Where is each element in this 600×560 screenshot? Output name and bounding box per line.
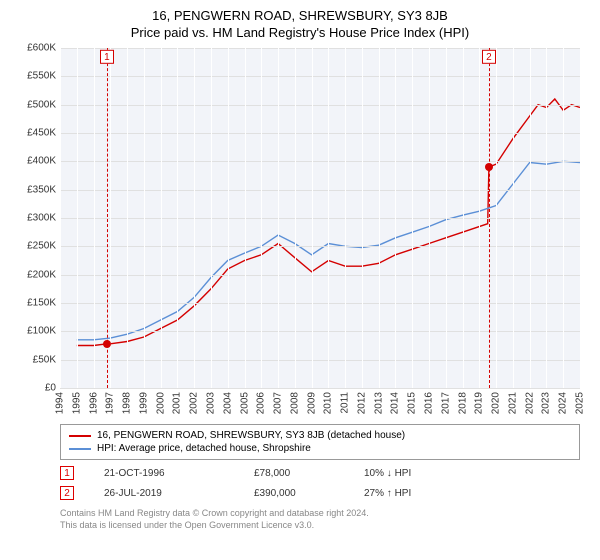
- event-marker-badge: 1: [100, 50, 114, 64]
- x-axis-label: 2001: [172, 392, 183, 414]
- x-axis-label: 2009: [306, 392, 317, 414]
- event-badge: 2: [60, 486, 74, 500]
- x-axis-label: 2006: [256, 392, 267, 414]
- y-axis-label: £200K: [27, 269, 56, 280]
- x-axis-label: 2021: [507, 392, 518, 414]
- event-marker-line: [489, 48, 490, 388]
- footer-line-2: This data is licensed under the Open Gov…: [60, 520, 590, 532]
- x-axis-label: 2024: [558, 392, 569, 414]
- event-date: 21-OCT-1996: [104, 468, 224, 479]
- x-axis-label: 2003: [205, 392, 216, 414]
- x-axis-label: 2012: [356, 392, 367, 414]
- x-axis-label: 2013: [373, 392, 384, 414]
- y-axis-label: £300K: [27, 213, 56, 224]
- x-axis-label: 1994: [55, 392, 66, 414]
- event-marker-dot: [485, 163, 493, 171]
- x-axis-label: 1997: [105, 392, 116, 414]
- x-axis-label: 2017: [440, 392, 451, 414]
- x-axis-label: 2007: [273, 392, 284, 414]
- legend: 16, PENGWERN ROAD, SHREWSBURY, SY3 8JB (…: [60, 424, 580, 460]
- legend-item: 16, PENGWERN ROAD, SHREWSBURY, SY3 8JB (…: [69, 429, 571, 442]
- x-axis-label: 2016: [424, 392, 435, 414]
- y-axis-label: £350K: [27, 184, 56, 195]
- x-axis-label: 2020: [491, 392, 502, 414]
- events-list: 1 21-OCT-1996 £78,000 10% ↓ HPI 2 26-JUL-2019…: [10, 466, 590, 500]
- x-axis-label: 2004: [222, 392, 233, 414]
- event-marker-badge: 2: [482, 50, 496, 64]
- x-axis-label: 1995: [71, 392, 82, 414]
- footer-attribution: Contains HM Land Registry data © Crown c…: [60, 508, 590, 531]
- x-axis-label: 2011: [340, 392, 351, 414]
- y-axis-label: £400K: [27, 156, 56, 167]
- event-marker-line: [107, 48, 108, 388]
- x-axis-label: 2019: [474, 392, 485, 414]
- footer-line-1: Contains HM Land Registry data © Crown c…: [60, 508, 590, 520]
- legend-item: HPI: Average price, detached house, Shro…: [69, 442, 571, 455]
- event-date: 26-JUL-2019: [104, 488, 224, 499]
- x-axis-label: 2023: [541, 392, 552, 414]
- event-price: £390,000: [254, 488, 334, 499]
- event-marker-dot: [103, 340, 111, 348]
- x-axis-label: 2002: [189, 392, 200, 414]
- x-axis-label: 1999: [138, 392, 149, 414]
- event-pct: 27% ↑ HPI: [364, 488, 464, 499]
- event-pct: 10% ↓ HPI: [364, 468, 464, 479]
- page-subtitle: Price paid vs. HM Land Registry's House …: [10, 25, 590, 40]
- x-axis-label: 2005: [239, 392, 250, 414]
- legend-label: HPI: Average price, detached house, Shro…: [97, 443, 311, 454]
- x-axis-label: 2010: [323, 392, 334, 414]
- x-axis-label: 2000: [155, 392, 166, 414]
- line-chart: £0£50K£100K£150K£200K£250K£300K£350K£400…: [60, 48, 580, 418]
- y-axis-label: £450K: [27, 128, 56, 139]
- legend-swatch: [69, 448, 91, 450]
- y-axis-label: £100K: [27, 326, 56, 337]
- x-axis-label: 2025: [575, 392, 586, 414]
- x-axis-label: 2018: [457, 392, 468, 414]
- event-price: £78,000: [254, 468, 334, 479]
- y-axis-label: £600K: [27, 43, 56, 54]
- event-badge: 1: [60, 466, 74, 480]
- y-axis-label: £500K: [27, 99, 56, 110]
- x-axis-label: 2015: [407, 392, 418, 414]
- x-axis-label: 2014: [390, 392, 401, 414]
- y-axis-label: £550K: [27, 71, 56, 82]
- event-row: 2 26-JUL-2019 £390,000 27% ↑ HPI: [60, 486, 590, 500]
- x-axis-label: 2022: [524, 392, 535, 414]
- y-axis-label: £150K: [27, 298, 56, 309]
- y-axis-label: £50K: [33, 354, 56, 365]
- event-row: 1 21-OCT-1996 £78,000 10% ↓ HPI: [60, 466, 590, 480]
- legend-label: 16, PENGWERN ROAD, SHREWSBURY, SY3 8JB (…: [97, 430, 405, 441]
- legend-swatch: [69, 435, 91, 437]
- x-axis-label: 1998: [122, 392, 133, 414]
- x-axis-label: 2008: [289, 392, 300, 414]
- chart-container: 16, PENGWERN ROAD, SHREWSBURY, SY3 8JB P…: [0, 0, 600, 560]
- page-title: 16, PENGWERN ROAD, SHREWSBURY, SY3 8JB: [10, 8, 590, 23]
- y-axis-label: £250K: [27, 241, 56, 252]
- x-axis-label: 1996: [88, 392, 99, 414]
